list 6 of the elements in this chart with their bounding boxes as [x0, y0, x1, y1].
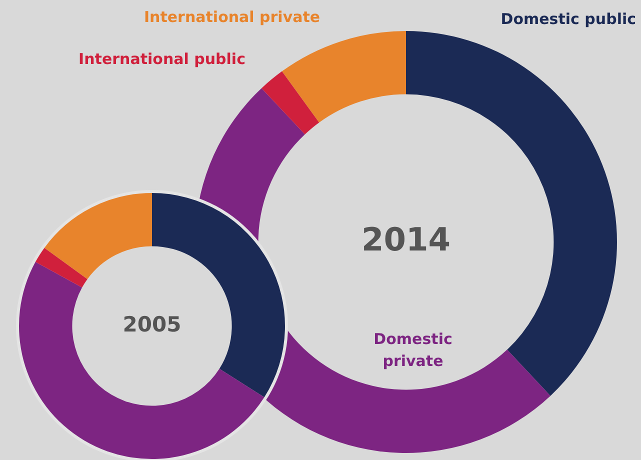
slice-label: Domestic public — [500, 10, 636, 28]
slice-label: International public — [78, 50, 246, 68]
text: 2005 — [122, 312, 182, 336]
text: 2014 — [361, 220, 451, 258]
slice-label: Domestic private — [374, 330, 452, 370]
slice-label: International private — [144, 8, 320, 26]
